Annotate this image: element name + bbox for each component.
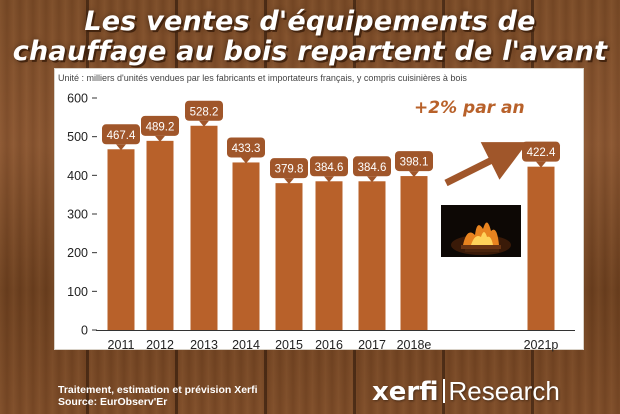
data-label-2018e: 398.1 xyxy=(395,151,433,178)
fire-icon xyxy=(441,205,521,257)
title-line-2: chauffage au bois repartent de l'avant xyxy=(12,36,608,67)
y-tick-label: 500 xyxy=(67,130,88,144)
data-label-bubble xyxy=(185,100,223,121)
fireplace-image xyxy=(441,205,521,257)
data-label-bubble xyxy=(395,151,433,172)
data-label-2015: 379.8 xyxy=(270,158,308,185)
data-label-2016: 384.6 xyxy=(310,156,348,183)
x-tick-label: 2011 xyxy=(108,338,135,352)
data-label-pointer xyxy=(284,178,294,185)
bar-2011 xyxy=(107,149,135,330)
x-tick-label: 2018e xyxy=(397,338,432,352)
data-label-text: 433.3 xyxy=(232,143,261,155)
title-line-1: Les ventes d'équipements de xyxy=(84,6,536,37)
data-label-2021p: 422.4 xyxy=(522,141,560,168)
data-label-2017: 384.6 xyxy=(353,156,391,183)
x-tick-label: 2021p xyxy=(524,338,559,352)
brand-divider xyxy=(442,379,445,403)
y-tick-label: 0 xyxy=(81,324,88,338)
trend-arrow xyxy=(444,142,528,187)
data-label-pointer xyxy=(409,171,419,178)
x-tick-label: 2014 xyxy=(232,338,260,352)
data-label-pointer xyxy=(324,176,334,183)
bar-2014 xyxy=(232,162,260,330)
y-tick-label: 100 xyxy=(67,285,88,299)
data-label-text: 398.1 xyxy=(400,157,429,169)
bar-2021p xyxy=(527,166,555,330)
data-label-pointer xyxy=(199,120,209,127)
data-label-2014: 433.3 xyxy=(227,137,265,164)
x-tick-label: 2016 xyxy=(315,338,343,352)
data-label-text: 379.8 xyxy=(275,164,304,176)
brand-suffix: Research xyxy=(448,376,560,406)
x-tick-label: 2012 xyxy=(146,338,174,352)
y-tick-label: 400 xyxy=(67,169,88,183)
bar-2012 xyxy=(146,140,174,330)
data-label-pointer xyxy=(241,157,251,164)
data-label-2011: 467.4 xyxy=(102,124,140,151)
x-tick-label: 2015 xyxy=(275,338,303,352)
footer-credit: Traitement, estimation et prévision Xerf… xyxy=(58,384,258,396)
data-label-text: 384.6 xyxy=(315,162,344,174)
growth-annotation: +2% par an xyxy=(414,98,525,118)
y-tick-label: 200 xyxy=(67,246,88,260)
x-tick-label: 2017 xyxy=(358,338,386,352)
data-label-pointer xyxy=(155,135,165,142)
data-label-pointer xyxy=(367,176,377,183)
data-label-bubble xyxy=(141,115,179,136)
data-label-2012: 489.2 xyxy=(141,115,179,142)
bar-2016 xyxy=(315,181,343,330)
data-label-bubble xyxy=(353,156,391,177)
data-label-pointer xyxy=(536,161,546,168)
brand-logo: xerfi Research xyxy=(372,376,560,407)
unit-note: Unité : milliers d'unités vendues par le… xyxy=(58,73,467,83)
y-tick-label: 600 xyxy=(67,92,88,106)
data-label-bubble xyxy=(227,137,265,158)
data-label-2013: 528.2 xyxy=(185,100,223,127)
bar-2015 xyxy=(275,183,303,330)
x-tick-label: 2013 xyxy=(190,338,218,352)
bar-2018e xyxy=(400,176,428,330)
data-label-text: 467.4 xyxy=(107,130,136,142)
data-label-bubble xyxy=(522,141,560,162)
data-label-bubble xyxy=(270,158,308,179)
brand-name: xerfi xyxy=(372,377,439,407)
data-label-text: 422.4 xyxy=(527,147,556,159)
data-label-text: 528.2 xyxy=(190,106,219,118)
data-label-bubble xyxy=(102,124,140,145)
bar-2013 xyxy=(190,125,218,330)
data-label-bubble xyxy=(310,156,348,177)
data-label-pointer xyxy=(116,144,126,151)
bar-2017 xyxy=(358,181,386,330)
footer-source: Source: EurObserv'Er xyxy=(58,396,168,408)
data-label-text: 489.2 xyxy=(146,121,175,133)
data-label-text: 384.6 xyxy=(358,162,387,174)
y-tick-label: 300 xyxy=(67,208,88,222)
